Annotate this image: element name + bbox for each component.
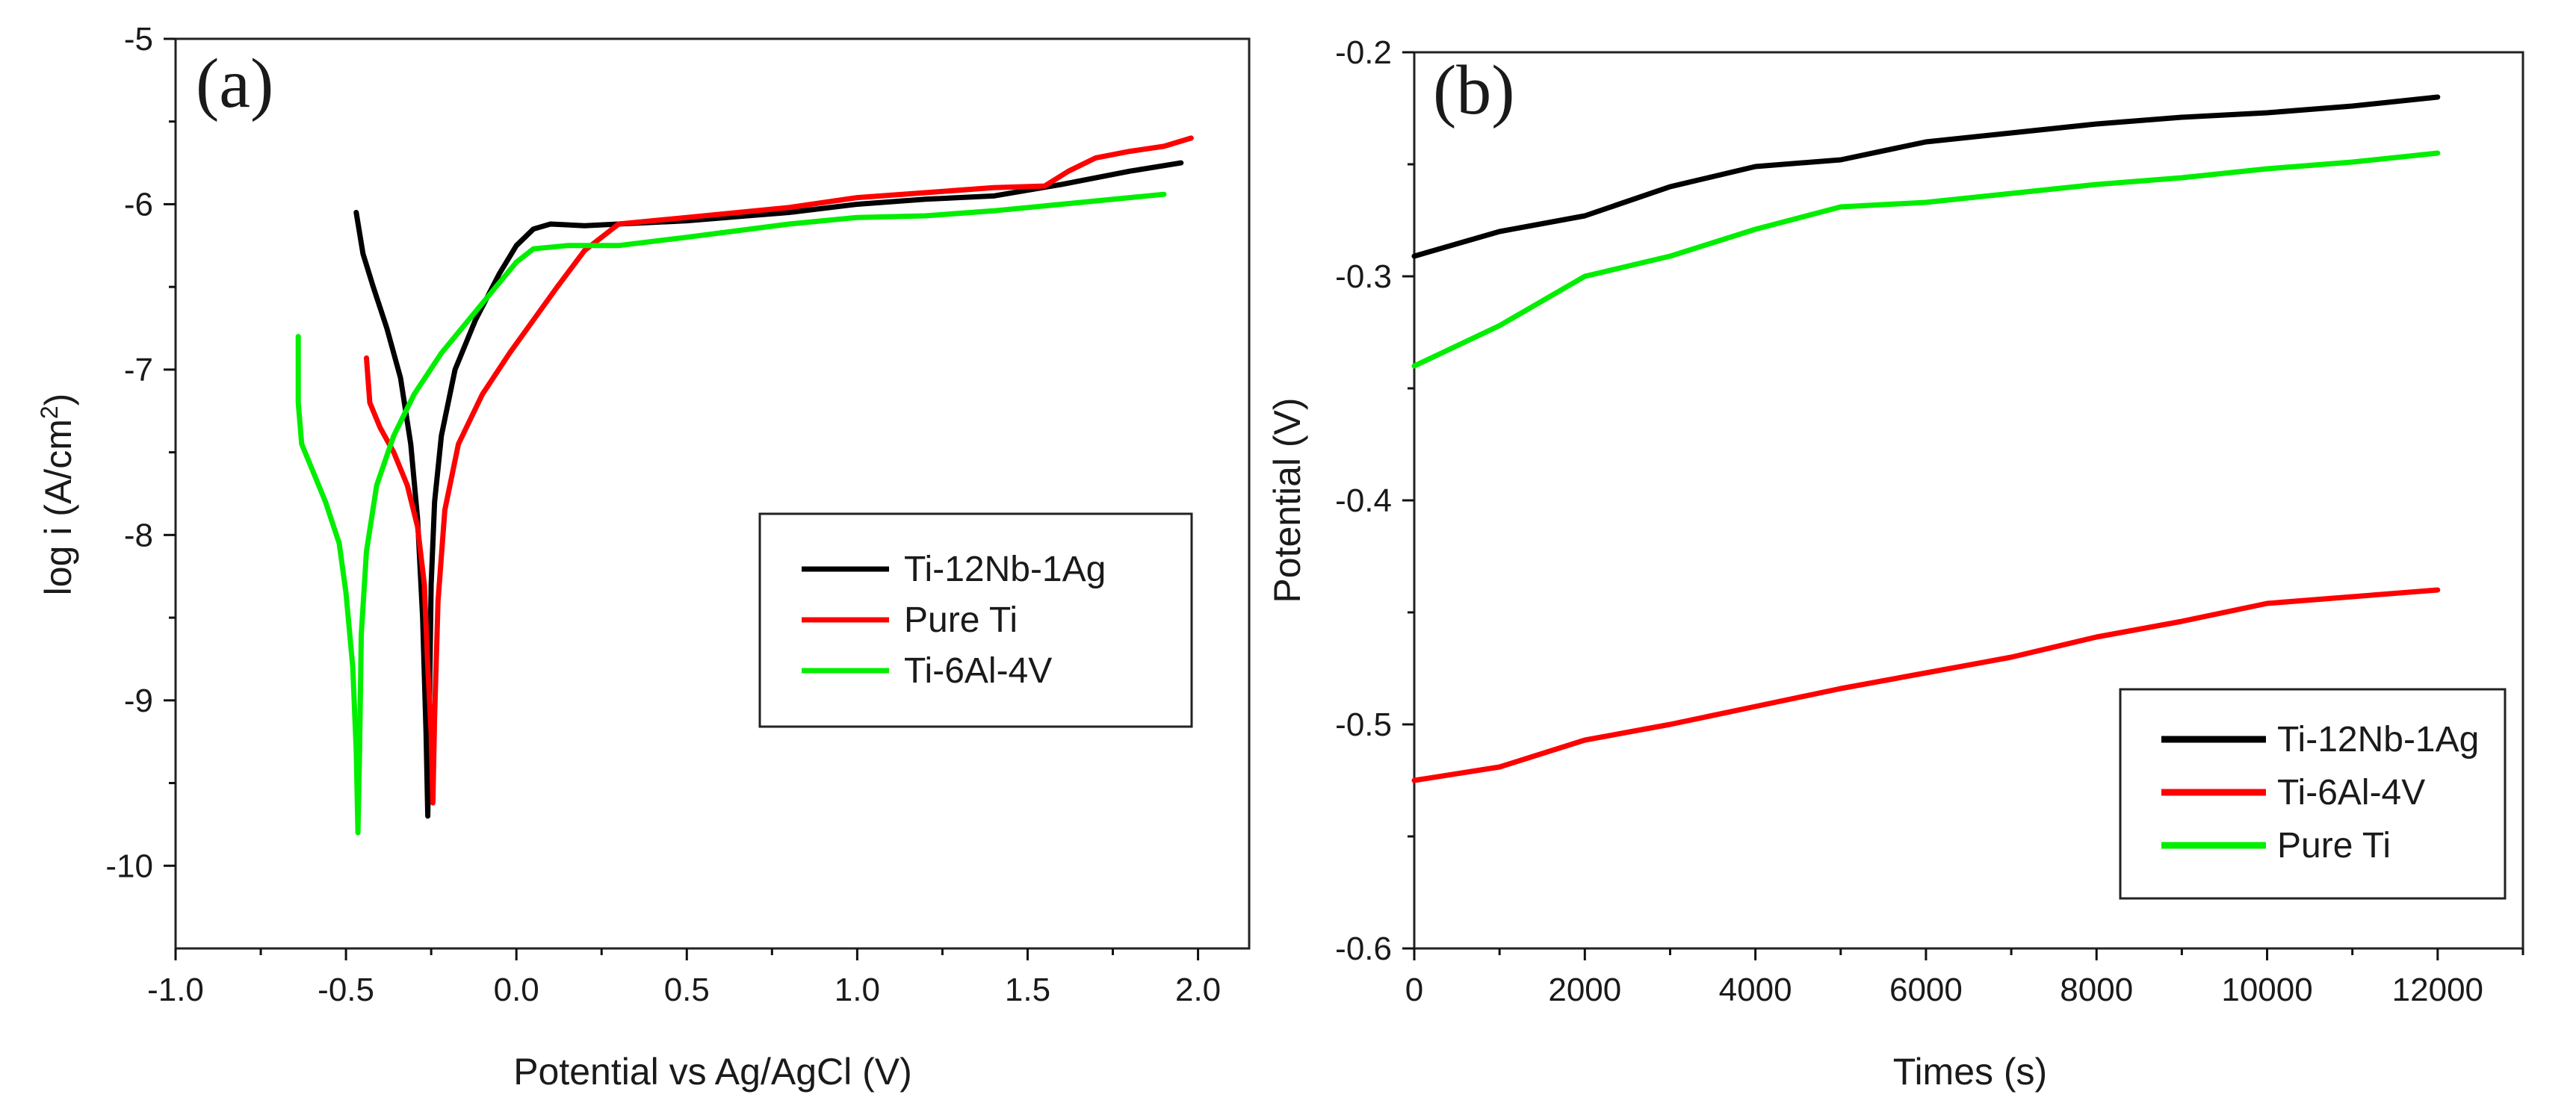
panel-a-ticks: -1.0 -0.5 0.0 0.5 1.0 1.5 2.0 -10 -9 -8 -7 -6 -5 (105, 21, 1221, 1008)
panel-b-y-tick-label: -0.6 (1335, 931, 1392, 967)
panel-a-y-axis-title: log i (A/cm2) (36, 394, 79, 596)
panel-a-legend-label-2: Ti-6Al-4V (904, 651, 1052, 691)
panel-a-x-tick-label: 0.0 (494, 972, 539, 1008)
panel-b-series-ti-12nb-1ag (1411, 94, 2441, 259)
panel-b-y-tick-label: -0.3 (1335, 258, 1392, 295)
panel-a-y-tick-label: -9 (124, 683, 153, 719)
panel-b-legend: Ti-12Nb-1Ag Ti-6Al-4V Pure Ti (2119, 688, 2507, 900)
panel-b-legend-box (2119, 688, 2507, 900)
panel-b-series-ti-6al-4v (1411, 587, 2441, 783)
panel-b-label: (b) (1433, 52, 1515, 129)
panel-b-series (1411, 94, 2441, 783)
panel-a-y-tick-label: -7 (124, 352, 153, 388)
panel-b-x-tick-label: 12000 (2392, 972, 2483, 1008)
panel-a-label: (a) (196, 45, 273, 122)
panel-a-chart: -1.0 -0.5 0.0 0.5 1.0 1.5 2.0 -10 -9 -8 -7 -6 -5 (a)… (36, 21, 1251, 1093)
panel-b-x-tick-label: 2000 (1548, 972, 1621, 1008)
panel-b-legend-label-2: Pure Ti (2277, 826, 2391, 866)
panel-a-x-tick-label: -0.5 (318, 972, 374, 1008)
panel-a-y-tick-label: -6 (124, 186, 153, 223)
panel-a-x-tick-label: -1.0 (147, 972, 204, 1008)
panel-b-y-tick-label: -0.2 (1335, 34, 1392, 71)
panel-a-series-pure-ti (364, 135, 1194, 806)
panel-a-y-axis-title-superscript: 2 (36, 406, 63, 419)
panel-b-y-axis-title: Potential (V) (1266, 397, 1308, 603)
panel-b-y-tick-label: -0.5 (1335, 706, 1392, 743)
panel-b-legend-label-0: Ti-12Nb-1Ag (2277, 720, 2479, 759)
panel-a-y-tick-label: -5 (124, 21, 153, 58)
panel-a-y-axis-title-end: ) (37, 394, 79, 406)
panel-b-legend-label-1: Ti-6Al-4V (2277, 773, 2425, 813)
panel-b-x-tick-label: 10000 (2221, 972, 2312, 1008)
panel-b-ticks: 0 2000 4000 6000 8000 10000 12000 -0.6 -0.5 -0.4 -… (1335, 34, 2524, 1008)
panel-a-legend: Ti-12Nb-1Ag Pure Ti Ti-6Al-4V (758, 512, 1193, 728)
panel-b-x-tick-label: 8000 (2060, 972, 2133, 1008)
panel-a-x-axis-title: Potential vs Ag/AgCl (V) (513, 1051, 912, 1093)
panel-b-x-tick-label: 4000 (1719, 972, 1792, 1008)
panel-a-series (295, 135, 1194, 836)
panel-a-x-tick-label: 1.0 (835, 972, 880, 1008)
panel-a-y-tick-label: -8 (124, 517, 153, 553)
panel-a-y-tick-label: -10 (105, 848, 153, 884)
panel-b-y-tick-label: -0.4 (1335, 482, 1392, 519)
panel-a-plot-frame (174, 37, 1251, 950)
panel-a-x-tick-label: 0.5 (664, 972, 710, 1008)
panel-b-series-pure-ti (1411, 150, 2441, 369)
panel-a-series-ti-12nb-1ag (353, 160, 1184, 819)
panel-b-x-tick-label: 0 (1405, 972, 1423, 1008)
panel-b-chart: 0 2000 4000 6000 8000 10000 12000 -0.6 -0.5 -0.4 -… (1266, 34, 2524, 1093)
panel-a-x-tick-label: 1.5 (1005, 972, 1050, 1008)
panel-b-x-axis-title: Times (s) (1893, 1051, 2047, 1093)
panel-a-series-ti-6al-4v (295, 191, 1167, 836)
panel-a-x-tick-label: 2.0 (1175, 972, 1221, 1008)
panel-a-y-axis-title-main: log i (A/cm (37, 419, 79, 595)
panel-b-x-tick-label: 6000 (1889, 972, 1963, 1008)
panel-a-legend-label-0: Ti-12Nb-1Ag (904, 550, 1106, 589)
panel-a-legend-label-1: Pure Ti (904, 600, 1018, 640)
